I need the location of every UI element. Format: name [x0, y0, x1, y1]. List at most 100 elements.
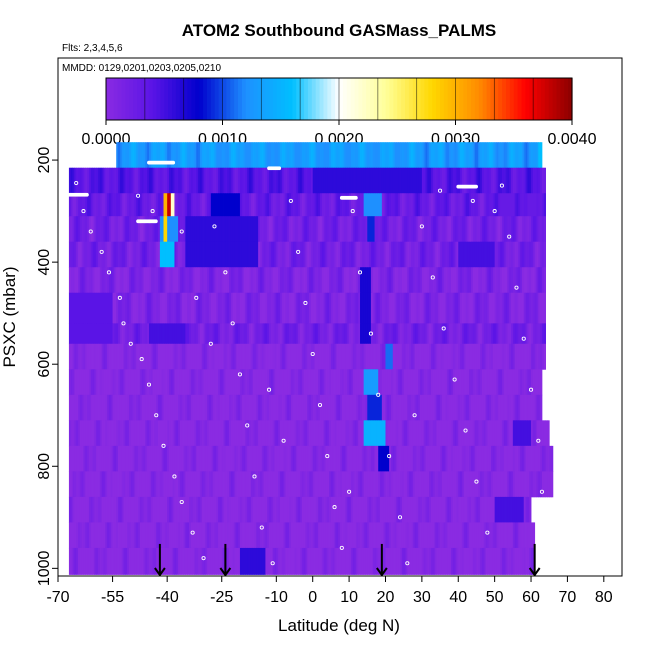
heatmap-cell — [187, 323, 190, 345]
heatmap-cell — [500, 241, 503, 268]
heatmap-cell — [198, 142, 201, 169]
heatmap-cell — [114, 323, 117, 345]
heatmap-cell — [96, 216, 99, 243]
heatmap-cell — [94, 445, 97, 472]
heatmap-cell — [489, 193, 492, 217]
heatmap-cell — [430, 343, 434, 370]
heatmap-cell — [325, 445, 328, 472]
heatmap-cell — [512, 267, 516, 294]
heatmap-cell — [234, 369, 237, 396]
heatmap-cell — [465, 522, 468, 549]
heatmap-cell — [81, 445, 84, 472]
heatmap-cell — [465, 420, 468, 447]
heatmap-cell — [161, 216, 164, 243]
heatmap-cell — [289, 216, 292, 243]
heatmap-cell — [303, 394, 306, 421]
heatmap-cell — [412, 471, 415, 498]
heatmap-cell — [376, 445, 379, 472]
heatmap-cell — [274, 394, 277, 421]
heatmap-cell — [78, 193, 81, 217]
heatmap-cell — [154, 496, 157, 523]
heatmap-cell — [245, 142, 248, 169]
heatmap-cell — [156, 369, 159, 396]
heatmap-cell — [167, 216, 170, 243]
heatmap-cell — [247, 142, 250, 169]
heatmap-cell — [505, 267, 508, 294]
heatmap-cell — [483, 167, 486, 194]
heatmap-cell — [463, 241, 466, 268]
heatmap-cell — [389, 323, 392, 345]
heatmap-cell — [350, 445, 354, 472]
heatmap-cell — [321, 193, 325, 217]
heatmap-cell — [400, 471, 403, 498]
heatmap-cell — [96, 292, 99, 324]
heatmap-cell — [325, 167, 328, 194]
heatmap-cell — [298, 369, 301, 396]
heatmap-cell — [196, 496, 199, 523]
heatmap-cell — [520, 323, 523, 345]
heatmap-cell — [203, 167, 206, 194]
heatmap-cell — [363, 193, 366, 217]
heatmap-cell — [383, 496, 386, 523]
heatmap-cell — [303, 142, 306, 169]
colorbar-segment — [311, 78, 317, 120]
heatmap-cell — [309, 522, 312, 549]
heatmap-cell — [401, 343, 405, 370]
heatmap-cell — [323, 445, 326, 472]
heatmap-cell — [456, 193, 459, 217]
heatmap-cell — [87, 471, 90, 498]
heatmap-cell — [152, 216, 155, 243]
heatmap-cell — [334, 522, 337, 549]
heatmap-cell — [194, 420, 197, 447]
heatmap-cell — [365, 167, 368, 194]
heatmap-cell — [118, 445, 121, 472]
heatmap-cell — [250, 445, 254, 472]
heatmap-cell — [401, 547, 405, 575]
heatmap-cell — [134, 547, 137, 575]
heatmap-cell — [234, 522, 237, 549]
heatmap-cell — [512, 167, 516, 194]
heatmap-cell — [209, 471, 212, 498]
heatmap-cell — [303, 267, 306, 294]
heatmap-cell — [290, 323, 294, 345]
heatmap-cell — [168, 394, 172, 421]
heatmap-cell — [281, 193, 284, 217]
heatmap-cell — [449, 547, 452, 575]
heatmap-cell — [79, 522, 83, 549]
heatmap-cell — [531, 167, 534, 194]
heatmap-cell — [487, 522, 490, 549]
heatmap-cell — [199, 394, 203, 421]
heatmap-cell — [205, 216, 208, 243]
heatmap-cell — [183, 142, 186, 169]
heatmap-cell — [161, 292, 164, 324]
heatmap-cell — [551, 445, 554, 472]
heatmap-cell — [210, 167, 214, 194]
heatmap-cell — [409, 142, 412, 169]
heatmap-cell — [229, 369, 232, 396]
heatmap-cell — [507, 394, 510, 421]
heatmap-cell — [98, 420, 101, 447]
heatmap-cell — [478, 216, 481, 243]
x-tick-label: 10 — [340, 589, 358, 606]
heatmap-cell — [196, 522, 199, 549]
heatmap-cell — [394, 522, 397, 549]
heatmap-cell — [478, 193, 481, 217]
heatmap-cell — [536, 471, 539, 498]
heatmap-cell — [92, 471, 95, 498]
heatmap-cell — [470, 522, 474, 549]
heatmap-cell — [289, 167, 292, 194]
heatmap-cell — [318, 267, 321, 294]
heatmap-cell — [198, 292, 201, 324]
heatmap-cell — [487, 547, 490, 575]
heatmap-cell — [327, 216, 330, 243]
heatmap-cell — [503, 193, 506, 217]
heatmap-cell — [270, 216, 274, 243]
heatmap-cell — [79, 547, 83, 575]
heatmap-cell — [440, 369, 443, 396]
heatmap-cell — [158, 241, 161, 268]
track-point — [179, 229, 184, 234]
heatmap-cell — [156, 471, 159, 498]
heatmap-cell — [434, 323, 437, 345]
heatmap-cell — [492, 216, 496, 243]
heatmap-cell — [110, 343, 113, 370]
